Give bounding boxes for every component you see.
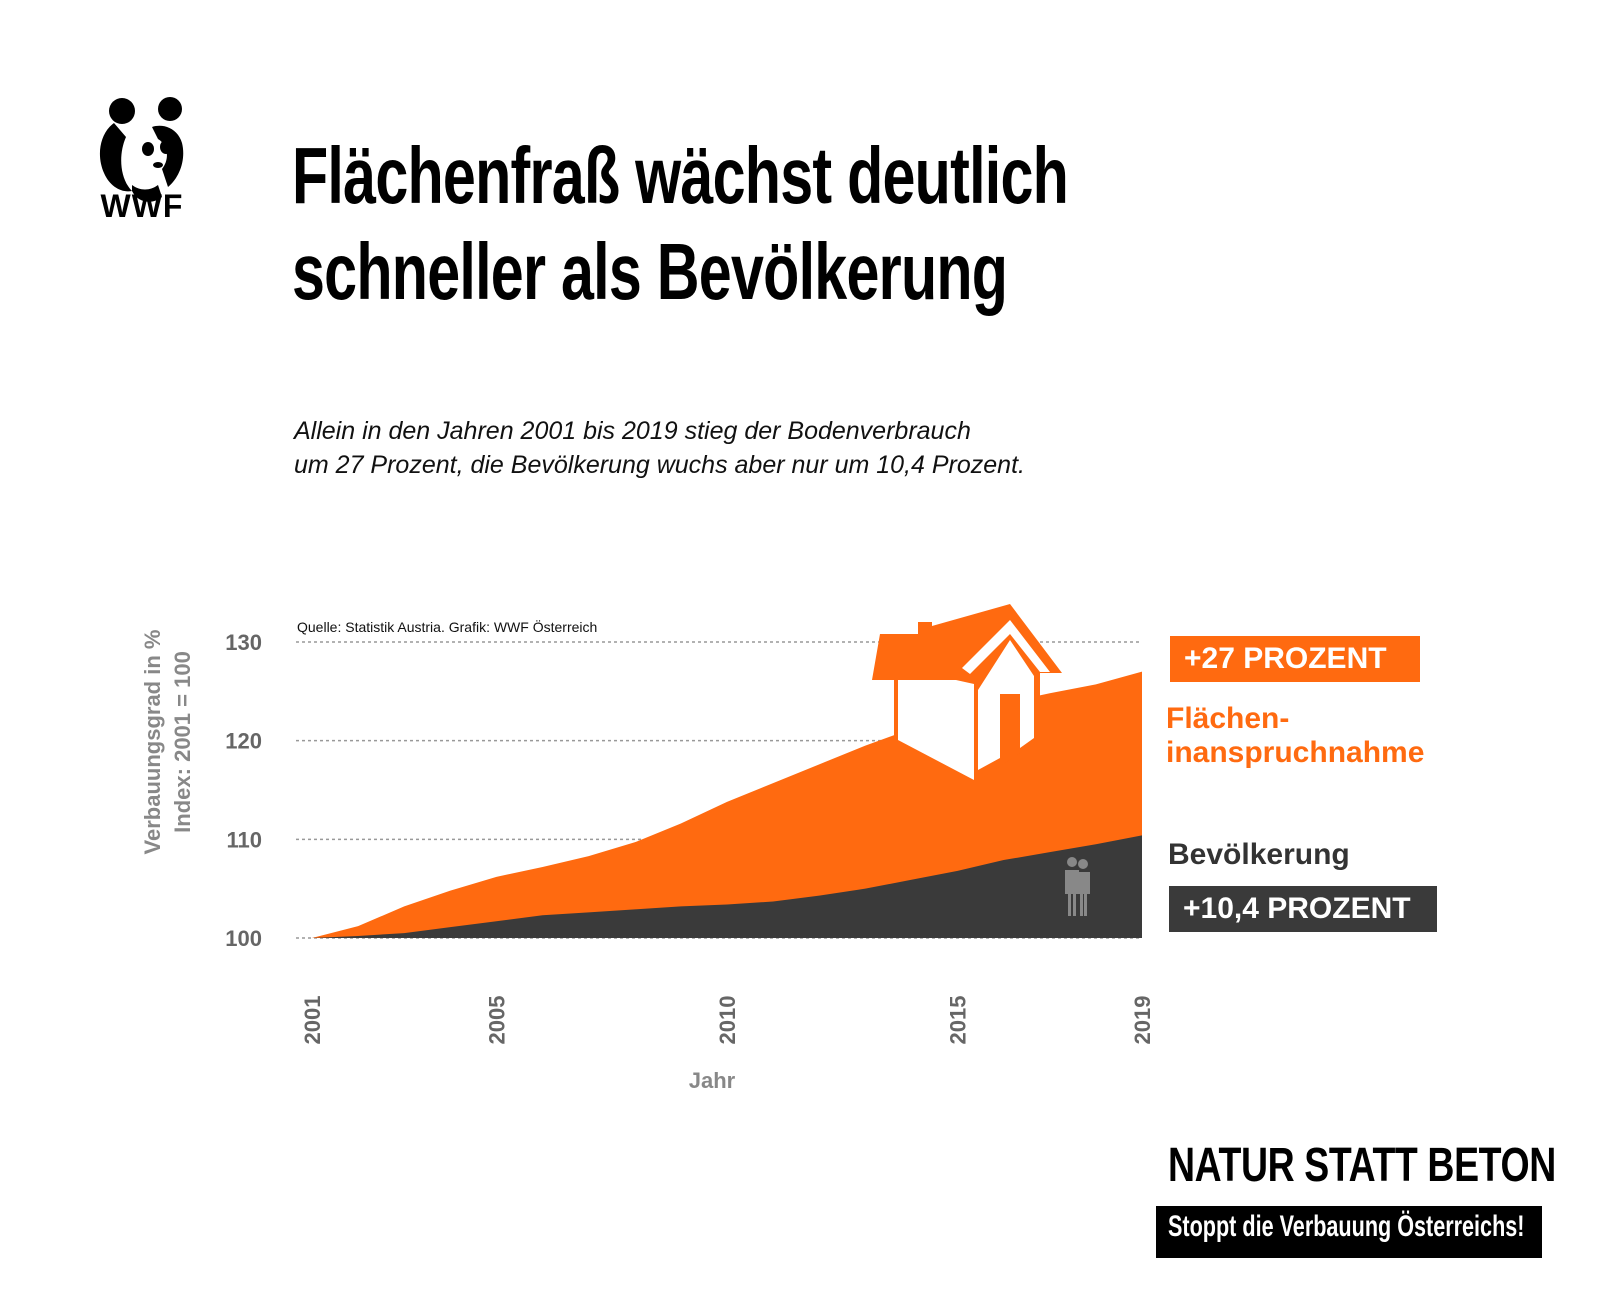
x-tick-label: 2001 (300, 996, 325, 1045)
x-tick-label: 2010 (715, 996, 740, 1045)
house-icon (872, 604, 1062, 782)
x-tick-label: 2005 (484, 996, 509, 1045)
y-tick-label: 130 (225, 630, 262, 655)
subtitle-line-1: Allein in den Jahren 2001 bis 2019 stieg… (294, 417, 971, 445)
title-line-2: schneller als Bevölkerung (292, 227, 1008, 316)
x-tick-label: 2015 (946, 996, 971, 1045)
wwf-logo-text: WWF (100, 188, 184, 224)
slogan-sub: Stoppt die Verbauung Österreichs! (1168, 1210, 1525, 1243)
area-label-line-2: inanspruchnahme (1166, 736, 1425, 769)
subtitle-line-2: um 27 Prozent, die Bevölkerung wuchs abe… (294, 451, 1025, 479)
y-tick-label: 120 (225, 729, 262, 754)
page-title: Flächenfraß wächst deutlich schneller al… (292, 128, 1106, 320)
subtitle: Allein in den Jahren 2001 bis 2019 stieg… (294, 414, 1194, 482)
chart-source: Quelle: Statistik Austria. Grafik: WWF Ö… (297, 618, 597, 635)
x-axis-label: Jahr (689, 1068, 736, 1093)
area-series-label: Flächen- inanspruchnahme (1166, 702, 1424, 770)
area-percent-badge: +27 PROZENT (1170, 636, 1420, 682)
people-icon (1065, 857, 1090, 916)
population-series-label: Bevölkerung (1168, 838, 1350, 871)
population-percent-badge: +10,4 PROZENT (1169, 886, 1437, 932)
y-tick-label: 100 (225, 926, 262, 951)
area-bevoelkerung (312, 835, 1142, 938)
slogan: NATUR STATT BETON (1168, 1139, 1556, 1192)
y-axis-label-line-1: Verbauungsgrad in % (140, 630, 165, 855)
title-line-1: Flächenfraß wächst deutlich (292, 131, 1069, 220)
y-axis-label-line-2: Index: 2001 = 100 (170, 651, 195, 833)
x-tick-label: 2019 (1130, 996, 1155, 1045)
slogan-sub-box (1156, 1206, 1542, 1258)
wwf-panda-logo (99, 97, 184, 202)
area-label-line-1: Flächen- (1166, 702, 1290, 735)
y-tick-label: 110 (227, 827, 263, 852)
